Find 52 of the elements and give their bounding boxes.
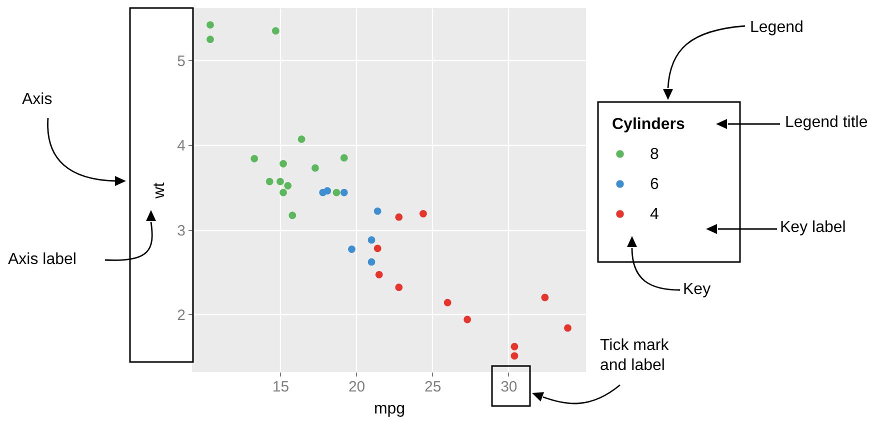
point bbox=[250, 154, 258, 162]
point bbox=[395, 284, 403, 292]
point bbox=[510, 342, 518, 350]
text: Key label bbox=[780, 218, 846, 238]
point bbox=[374, 244, 382, 252]
x-tick-label: 30 bbox=[500, 378, 518, 396]
y-tick-label: 3 bbox=[177, 222, 186, 240]
legend-label: 8 bbox=[650, 146, 659, 163]
x-tick-label: 15 bbox=[272, 378, 290, 396]
point bbox=[420, 210, 427, 218]
point bbox=[444, 298, 452, 306]
point bbox=[510, 352, 518, 360]
point bbox=[319, 188, 327, 196]
legend-label: 6 bbox=[650, 176, 659, 193]
point bbox=[340, 188, 348, 196]
point bbox=[368, 236, 376, 244]
point bbox=[312, 164, 319, 172]
point bbox=[280, 160, 287, 168]
legend-label: 4 bbox=[650, 206, 659, 223]
text: Axis label bbox=[8, 250, 76, 270]
point bbox=[272, 27, 280, 35]
text: Legend title bbox=[785, 113, 868, 133]
text: Legend bbox=[750, 18, 804, 38]
y-tick-label: 5 bbox=[177, 52, 186, 70]
legend-title: Cylinders bbox=[612, 116, 686, 133]
text: Tick mark and label bbox=[600, 336, 669, 376]
point bbox=[206, 36, 214, 44]
point bbox=[288, 212, 296, 220]
x-tick-label: 25 bbox=[424, 378, 442, 396]
point bbox=[266, 178, 274, 186]
y-tick-label: 4 bbox=[177, 138, 186, 155]
point bbox=[375, 270, 383, 278]
point bbox=[348, 246, 356, 253]
point bbox=[541, 294, 549, 302]
text: Axis bbox=[22, 90, 52, 110]
x-axis-title: mpg bbox=[374, 400, 406, 418]
y-tick-label: 2 bbox=[177, 306, 186, 324]
text: Key bbox=[683, 280, 711, 300]
point bbox=[374, 207, 382, 215]
point bbox=[395, 213, 403, 221]
x-tick-label: 20 bbox=[348, 378, 366, 396]
point bbox=[564, 324, 572, 332]
point bbox=[464, 316, 472, 324]
point bbox=[284, 182, 292, 190]
point bbox=[368, 258, 376, 266]
point bbox=[298, 136, 306, 143]
point bbox=[280, 188, 287, 196]
point bbox=[340, 154, 348, 162]
point bbox=[332, 188, 340, 196]
point bbox=[206, 21, 214, 29]
y-axis-title: wt bbox=[151, 182, 168, 200]
point bbox=[276, 178, 284, 186]
